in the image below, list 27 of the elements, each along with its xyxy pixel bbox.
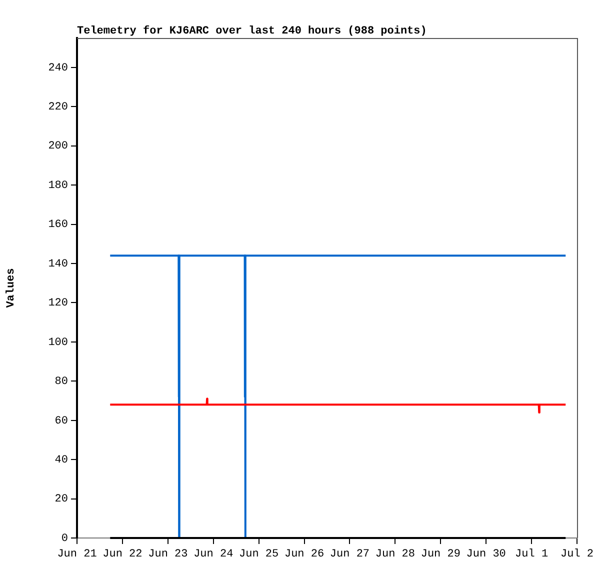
y-tick-label: 220 <box>48 102 68 114</box>
y-tick-label: 80 <box>54 376 68 388</box>
y-tick-label: 200 <box>48 140 68 153</box>
y-tick-label: 20 <box>54 494 68 506</box>
y-tick-label: 60 <box>54 415 68 428</box>
x-tick-label: Jun 24 <box>194 548 234 561</box>
x-tick-label: Jun 26 <box>284 548 324 561</box>
y-tick-label: 160 <box>48 219 68 232</box>
y-tick-label: 100 <box>48 336 68 349</box>
y-tick-label: 0 <box>61 532 68 545</box>
y-tick-label: 120 <box>48 298 68 310</box>
chart-title: Telemetry for KJ6ARC over last 240 hours (988 points) <box>77 24 427 38</box>
y-tick-label: 180 <box>48 180 68 192</box>
y-tick-label: 240 <box>48 62 68 74</box>
y-axis-title: Values <box>5 268 18 308</box>
x-tick-label: Jun 27 <box>330 548 370 561</box>
x-tick-label: Jul 1 <box>515 548 548 561</box>
x-tick-label: Jun 25 <box>239 548 279 561</box>
y-tick-label: 40 <box>54 454 68 466</box>
x-tick-label: Jul 2 <box>560 548 594 561</box>
x-tick-label: Jun 23 <box>148 548 188 561</box>
x-tick-label: Jun 22 <box>102 548 142 561</box>
x-tick-label: Jun 30 <box>466 548 506 561</box>
y-tick-label: 140 <box>48 258 68 270</box>
x-tick-label: Jun 21 <box>57 548 98 561</box>
x-tick-label: Jun 29 <box>420 548 460 561</box>
x-tick-label: Jun 28 <box>375 548 415 561</box>
